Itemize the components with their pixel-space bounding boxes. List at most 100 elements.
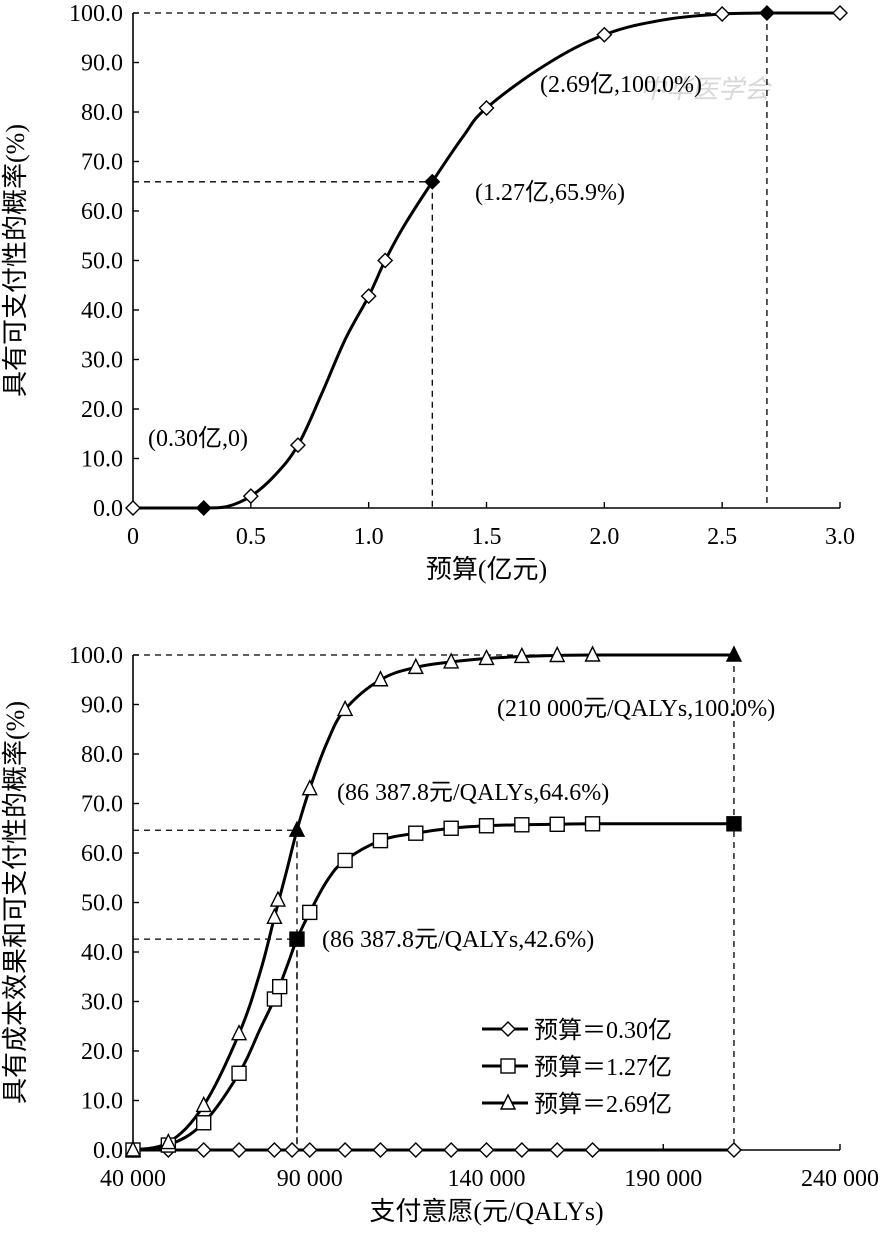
y-tick-label: 40.0	[81, 940, 123, 966]
x-tick-label: 140 000	[448, 1166, 526, 1192]
data-point	[478, 648, 495, 666]
data-point	[407, 657, 424, 675]
data-point	[549, 645, 566, 663]
data-point	[513, 646, 530, 664]
highlight-point	[195, 500, 212, 516]
data-point	[301, 779, 318, 796]
annotation-label: (86 387.8元/QALYs,64.6%)	[337, 780, 609, 806]
y-tick-label: 100.0	[69, 1, 123, 27]
data-point	[596, 26, 613, 43]
watermark: 中华医学会	[640, 75, 773, 104]
data-point	[549, 816, 565, 832]
highlight-point	[726, 816, 742, 832]
y-tick-label: 20.0	[81, 1039, 123, 1065]
data-point	[266, 1142, 283, 1158]
y-tick-label: 10.0	[81, 447, 123, 473]
y-tick-label: 90.0	[81, 51, 123, 77]
legend-marker	[500, 1021, 516, 1037]
annotation-label: (2.69亿,100.0%)	[540, 71, 702, 98]
x-axis-title: 预算(亿元)	[426, 555, 547, 584]
data-point	[266, 907, 283, 925]
data-point	[377, 252, 394, 269]
data-point	[372, 1142, 389, 1158]
y-tick-label: 90.0	[81, 693, 123, 719]
data-point	[230, 1024, 248, 1041]
data-point	[407, 1142, 424, 1158]
data-point	[242, 488, 259, 505]
data-point	[372, 832, 389, 849]
data-point	[584, 1142, 601, 1158]
y-tick-label: 70.0	[81, 150, 123, 176]
x-tick-label: 0	[127, 524, 139, 550]
y-tick-label: 30.0	[81, 990, 123, 1016]
annotation-label: (1.27亿,65.9%)	[475, 179, 625, 206]
data-point	[832, 5, 848, 21]
data-point	[725, 1142, 742, 1158]
y-tick-label: 70.0	[81, 792, 123, 818]
data-point	[125, 500, 141, 516]
x-tick-label: 40 000	[100, 1166, 166, 1192]
chart-wtp-probability: 0.0 10.0 20.0 30.0 40.0 50.0 60.0 70.0 80.0 90.0 1…	[1, 643, 879, 1226]
data-point	[443, 1142, 460, 1158]
y-tick-label: 10.0	[81, 1089, 123, 1115]
legend-label: 预算＝2.69亿	[534, 1091, 672, 1118]
legend-label: 预算＝1.27亿	[534, 1054, 672, 1081]
highlight-point	[725, 645, 743, 662]
highlight-point	[424, 173, 441, 190]
y-tick-label: 0.0	[93, 1138, 123, 1164]
x-tick-label: 90 000	[277, 1166, 343, 1192]
data-point	[272, 978, 288, 995]
y-tick-label: 50.0	[81, 891, 123, 917]
y-tick-label: 100.0	[69, 643, 123, 669]
data-point	[408, 825, 424, 841]
y-tick-label: 80.0	[81, 100, 123, 126]
highlight-point	[758, 5, 775, 21]
x-tick-label: 190 000	[624, 1166, 702, 1192]
annotation-label: (210 000元/QALYs,100.0%)	[497, 696, 775, 722]
y-axis-title: 具有可支付性的概率(%)	[1, 124, 30, 397]
data-point	[372, 670, 389, 687]
data-point	[584, 645, 601, 662]
highlight-point	[289, 931, 305, 947]
data-point	[337, 852, 353, 869]
data-point	[443, 820, 459, 836]
data-point	[195, 1142, 212, 1158]
legend-label: 预算＝0.30亿	[534, 1017, 672, 1044]
annotation-label: (86 387.8元/QALYs,42.6%)	[322, 927, 594, 953]
data-point	[195, 1095, 212, 1113]
data-point	[714, 6, 731, 22]
data-point	[231, 1142, 248, 1158]
y-axis-title: 具有成本效果和可支付性的概率(%)	[1, 701, 30, 1104]
legend-marker	[499, 1093, 517, 1110]
data-point	[302, 904, 318, 921]
x-tick-label: 2.0	[589, 524, 619, 550]
legend-marker	[500, 1058, 516, 1074]
data-point	[289, 437, 306, 454]
data-point	[337, 1142, 354, 1158]
x-tick-label: 0.5	[236, 524, 266, 550]
data-point	[231, 1065, 247, 1081]
data-point	[284, 1142, 301, 1158]
data-point	[514, 817, 530, 833]
annotation-label: (0.30亿,0)	[148, 425, 248, 452]
data-point	[360, 288, 377, 305]
x-tick-label: 1.5	[472, 524, 502, 550]
data-point	[478, 818, 495, 834]
data-point	[478, 1142, 495, 1158]
y-tick-label: 80.0	[81, 742, 123, 768]
data-point	[124, 1140, 142, 1157]
x-axis-title: 支付意愿(元/QALYs)	[369, 1197, 603, 1226]
y-tick-label: 30.0	[81, 348, 123, 374]
data-point	[195, 1115, 212, 1131]
highlight-point	[288, 820, 306, 837]
data-point	[336, 699, 354, 717]
y-tick-label: 60.0	[81, 199, 123, 225]
data-point	[160, 1133, 177, 1150]
data-point	[301, 1142, 318, 1158]
x-tick-label: 3.0	[825, 524, 855, 550]
x-tick-label: 1.0	[354, 524, 384, 550]
y-tick-label: 50.0	[81, 249, 123, 275]
data-point	[549, 1142, 566, 1158]
